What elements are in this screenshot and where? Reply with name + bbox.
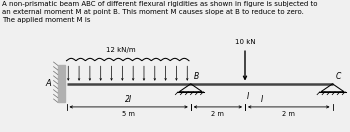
Text: C: C xyxy=(335,72,341,81)
Text: 2 m: 2 m xyxy=(211,111,224,117)
Text: A non-prismatic beam ABC of different flexural rigidities as shown in figure is : A non-prismatic beam ABC of different fl… xyxy=(2,1,317,23)
Text: A: A xyxy=(46,79,51,88)
Bar xyxy=(58,65,65,102)
Text: 2I: 2I xyxy=(125,95,132,104)
Text: 5 m: 5 m xyxy=(122,111,135,117)
Text: I: I xyxy=(247,92,249,101)
Text: 12 kN/m: 12 kN/m xyxy=(106,47,135,53)
Text: 2 m: 2 m xyxy=(282,111,295,117)
Text: B: B xyxy=(194,72,199,81)
Text: 10 kN: 10 kN xyxy=(235,39,255,45)
Text: I: I xyxy=(260,95,263,104)
